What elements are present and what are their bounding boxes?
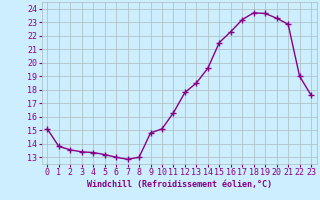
X-axis label: Windchill (Refroidissement éolien,°C): Windchill (Refroidissement éolien,°C)	[87, 180, 272, 189]
